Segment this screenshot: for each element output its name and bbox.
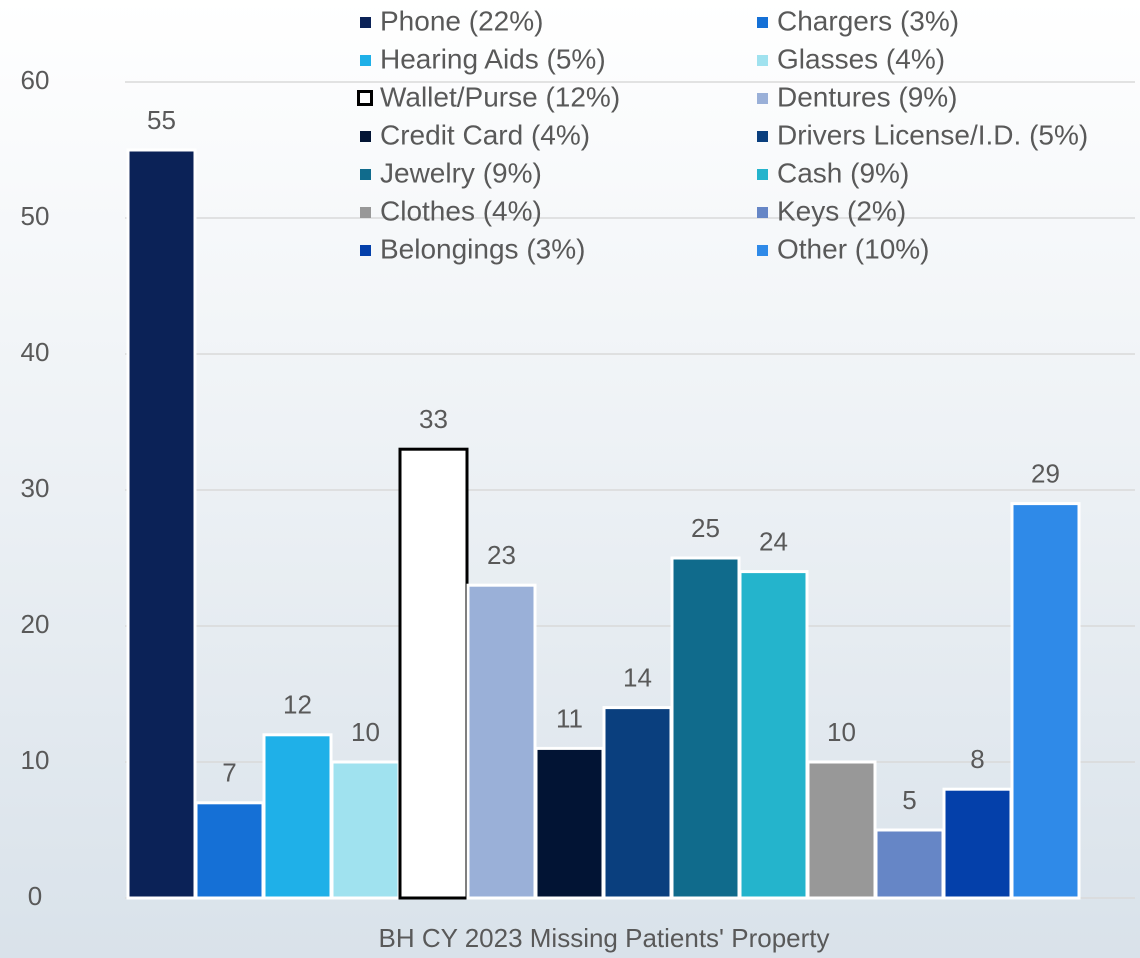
legend-label: Other (10%)	[777, 233, 930, 264]
data-label: 25	[691, 513, 720, 543]
data-label: 24	[759, 526, 788, 556]
data-label: 29	[1031, 458, 1060, 488]
legend-marker	[360, 245, 371, 256]
legend-marker	[757, 169, 768, 180]
bar	[942, 787, 1013, 900]
legend-label: Hearing Aids (5%)	[380, 43, 606, 74]
legend-marker	[757, 245, 768, 256]
legend-marker	[757, 55, 768, 66]
data-label: 11	[556, 703, 583, 733]
legend-marker	[757, 17, 768, 28]
x-tick-label: BH CY 2023 Missing Patients' Property	[378, 923, 829, 953]
y-tick-label: 0	[28, 881, 42, 911]
legend-marker	[757, 207, 768, 218]
y-tick-label: 20	[21, 609, 50, 639]
legend-marker	[357, 90, 373, 106]
y-tick-label: 50	[21, 201, 50, 231]
legend-label: Keys (2%)	[777, 195, 906, 226]
bar	[806, 760, 877, 900]
data-label: 5	[902, 785, 916, 815]
bar	[738, 570, 809, 900]
legend-label: Cash (9%)	[777, 157, 909, 188]
legend-label: Wallet/Purse (12%)	[380, 81, 620, 112]
data-label: 33	[419, 404, 448, 434]
legend-marker	[360, 55, 371, 66]
legend-marker	[360, 207, 371, 218]
data-label: 12	[283, 690, 312, 720]
legend-label: Clothes (4%)	[380, 195, 542, 226]
data-label: 10	[827, 717, 856, 747]
bar	[126, 148, 197, 900]
bar	[670, 556, 741, 900]
data-label: 23	[487, 540, 516, 570]
data-label: 7	[222, 758, 236, 788]
bar	[602, 706, 673, 900]
legend-label: Credit Card (4%)	[380, 119, 590, 150]
legend-marker	[757, 93, 768, 104]
data-label: 10	[351, 717, 380, 747]
data-label: 14	[623, 662, 652, 692]
legend-marker	[360, 131, 371, 142]
legend-marker	[360, 17, 371, 28]
y-tick-label: 10	[21, 745, 50, 775]
legend-label: Phone (22%)	[380, 5, 543, 36]
legend-marker	[757, 131, 768, 142]
bar	[330, 760, 401, 900]
legend-label: Glasses (4%)	[777, 43, 945, 74]
data-label: 8	[970, 744, 984, 774]
y-tick-label: 30	[21, 473, 50, 503]
legend-label: Dentures (9%)	[777, 81, 958, 112]
y-tick-label: 60	[21, 65, 50, 95]
data-label: 55	[147, 105, 176, 135]
legend-label: Belongings (3%)	[380, 233, 585, 264]
legend-marker	[360, 169, 371, 180]
legend-label: Jewelry (9%)	[380, 157, 542, 188]
bar	[1010, 502, 1081, 900]
bar	[262, 733, 333, 900]
bar	[534, 746, 605, 900]
bar	[398, 447, 469, 900]
legend-label: Drivers License/I.D. (5%)	[777, 119, 1088, 150]
legend-label: Chargers (3%)	[777, 5, 959, 36]
bar	[194, 801, 265, 900]
bar	[466, 583, 537, 900]
y-tick-label: 40	[21, 337, 50, 367]
bar	[874, 828, 945, 900]
